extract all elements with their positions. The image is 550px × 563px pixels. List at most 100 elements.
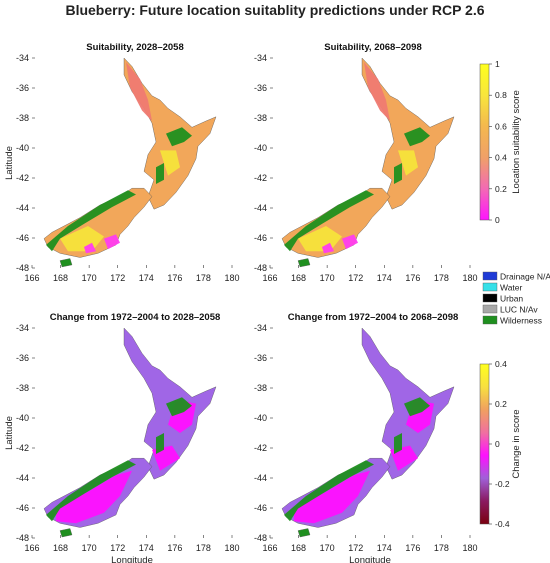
panel-title: Suitability, 2068–2098 [324, 42, 422, 53]
x-tick-label: 168 [291, 543, 306, 553]
legend-label: LUC N/Av [500, 305, 538, 315]
y-axis-label: Latitude [4, 146, 15, 180]
panel-title: Change from 1972–2004 to 2068–2098 [288, 312, 459, 323]
legend-label: Drainage N/Av [500, 272, 550, 282]
y-tick-label: -48 [254, 263, 267, 273]
x-tick-label: 174 [139, 543, 154, 553]
map-region [322, 242, 334, 254]
map-region [166, 397, 192, 417]
legend-swatch [482, 304, 498, 314]
y-tick-label: -38 [254, 113, 267, 123]
plot-area [269, 57, 471, 269]
colorbar-suitability: 0 0.2 0.4 0.6 0.8 1 Location suitability score [479, 59, 522, 225]
y-tick-label: -48 [16, 533, 29, 543]
y-tick-label: -42 [254, 173, 267, 183]
y-tick-label: -34 [16, 53, 29, 63]
y-tick-label: -36 [16, 83, 29, 93]
x-tick-label: 178 [434, 543, 449, 553]
y-tick-label: -42 [16, 173, 29, 183]
x-tick-label: 176 [167, 273, 182, 283]
colorbar-tick-label: 0 [495, 439, 500, 449]
x-tick-label: 170 [82, 273, 97, 283]
y-tick-label: -46 [16, 503, 29, 513]
plot-area [31, 57, 233, 269]
colorbar-tick-label: 0.4 [495, 153, 507, 163]
y-tick-label: -48 [16, 263, 29, 273]
stewart-island [297, 528, 311, 538]
y-tick-label: -36 [254, 83, 267, 93]
map-region [56, 470, 132, 524]
x-tick-label: 170 [320, 543, 335, 553]
colorbar-label: Change in score [511, 409, 522, 478]
y-tick-label: -38 [16, 383, 29, 393]
y-tick-label: -46 [254, 233, 267, 243]
stewart-island [59, 528, 73, 538]
colorbar-label: Location suitability score [511, 90, 522, 194]
x-tick-label: 178 [196, 543, 211, 553]
map-panel-1: Suitability, 2028–2058 -34 -36 -38 -40 -42 -44… [4, 42, 240, 283]
legend-label: Water [500, 283, 523, 293]
x-tick-label: 180 [462, 273, 477, 283]
map-region [126, 62, 152, 121]
legend-swatch [482, 293, 498, 303]
legend-swatch [482, 271, 498, 281]
colorbar-tick-label: -0.4 [495, 519, 510, 529]
y-tick-label: -44 [254, 203, 267, 213]
x-tick-label: 166 [24, 273, 39, 283]
legend-swatch [482, 282, 498, 292]
map-region [294, 470, 370, 524]
map-region [104, 234, 120, 250]
map-region [404, 127, 430, 147]
x-tick-label: 174 [377, 273, 392, 283]
x-tick-label: 176 [167, 543, 182, 553]
y-tick-label: -38 [16, 113, 29, 123]
y-tick-label: -40 [16, 143, 29, 153]
map-region [342, 234, 358, 250]
x-tick-label: 176 [405, 273, 420, 283]
x-tick-label: 170 [320, 273, 335, 283]
y-tick-label: -34 [16, 323, 29, 333]
map-panel-2: Suitability, 2068–2098 -34 -36 -38 -40 -42 -44… [254, 42, 478, 283]
x-tick-label: 166 [24, 543, 39, 553]
y-tick-label: -40 [254, 143, 267, 153]
x-tick-label: 178 [196, 273, 211, 283]
legend-label: Urban [500, 294, 523, 304]
y-tick-label: -46 [16, 233, 29, 243]
map-region [160, 150, 180, 176]
x-tick-label: 180 [462, 543, 477, 553]
y-tick-label: -44 [16, 473, 29, 483]
x-tick-label: 168 [53, 543, 68, 553]
colorbar-tick-label: 0.4 [495, 359, 507, 369]
y-tick-label: -44 [254, 473, 267, 483]
map-region [284, 190, 374, 252]
x-tick-label: 168 [53, 273, 68, 283]
x-tick-label: 168 [291, 273, 306, 283]
y-tick-label: -44 [16, 203, 29, 213]
colorbar-gradient [479, 63, 490, 221]
y-tick-label: -34 [254, 53, 267, 63]
map-region [394, 433, 402, 454]
map-region [156, 433, 164, 454]
plot-area [31, 327, 233, 539]
x-axis-label: Longitude [349, 555, 391, 563]
x-tick-label: 172 [348, 543, 363, 553]
legend-label: Wilderness [500, 316, 542, 326]
x-tick-label: 172 [110, 273, 125, 283]
panel-title: Change from 1972–2004 to 2028–2058 [50, 312, 221, 323]
map-panel-3: Change from 1972–2004 to 2028–2058 -34 -36… [4, 312, 240, 563]
map-region [84, 242, 96, 254]
colorbar-change: -0.4 -0.2 0 0.2 0.4 Change in score [479, 359, 522, 529]
y-tick-label: -48 [254, 533, 267, 543]
y-tick-label: -40 [254, 413, 267, 423]
stewart-island [59, 258, 73, 268]
map-region [404, 397, 430, 417]
colorbar-tick-label: 0.2 [495, 184, 507, 194]
stewart-island [297, 258, 311, 268]
panel-title: Suitability, 2028–2058 [86, 42, 184, 53]
y-tick-label: -42 [16, 443, 29, 453]
x-tick-label: 176 [405, 543, 420, 553]
x-tick-label: 172 [348, 273, 363, 283]
map-region [284, 460, 374, 522]
